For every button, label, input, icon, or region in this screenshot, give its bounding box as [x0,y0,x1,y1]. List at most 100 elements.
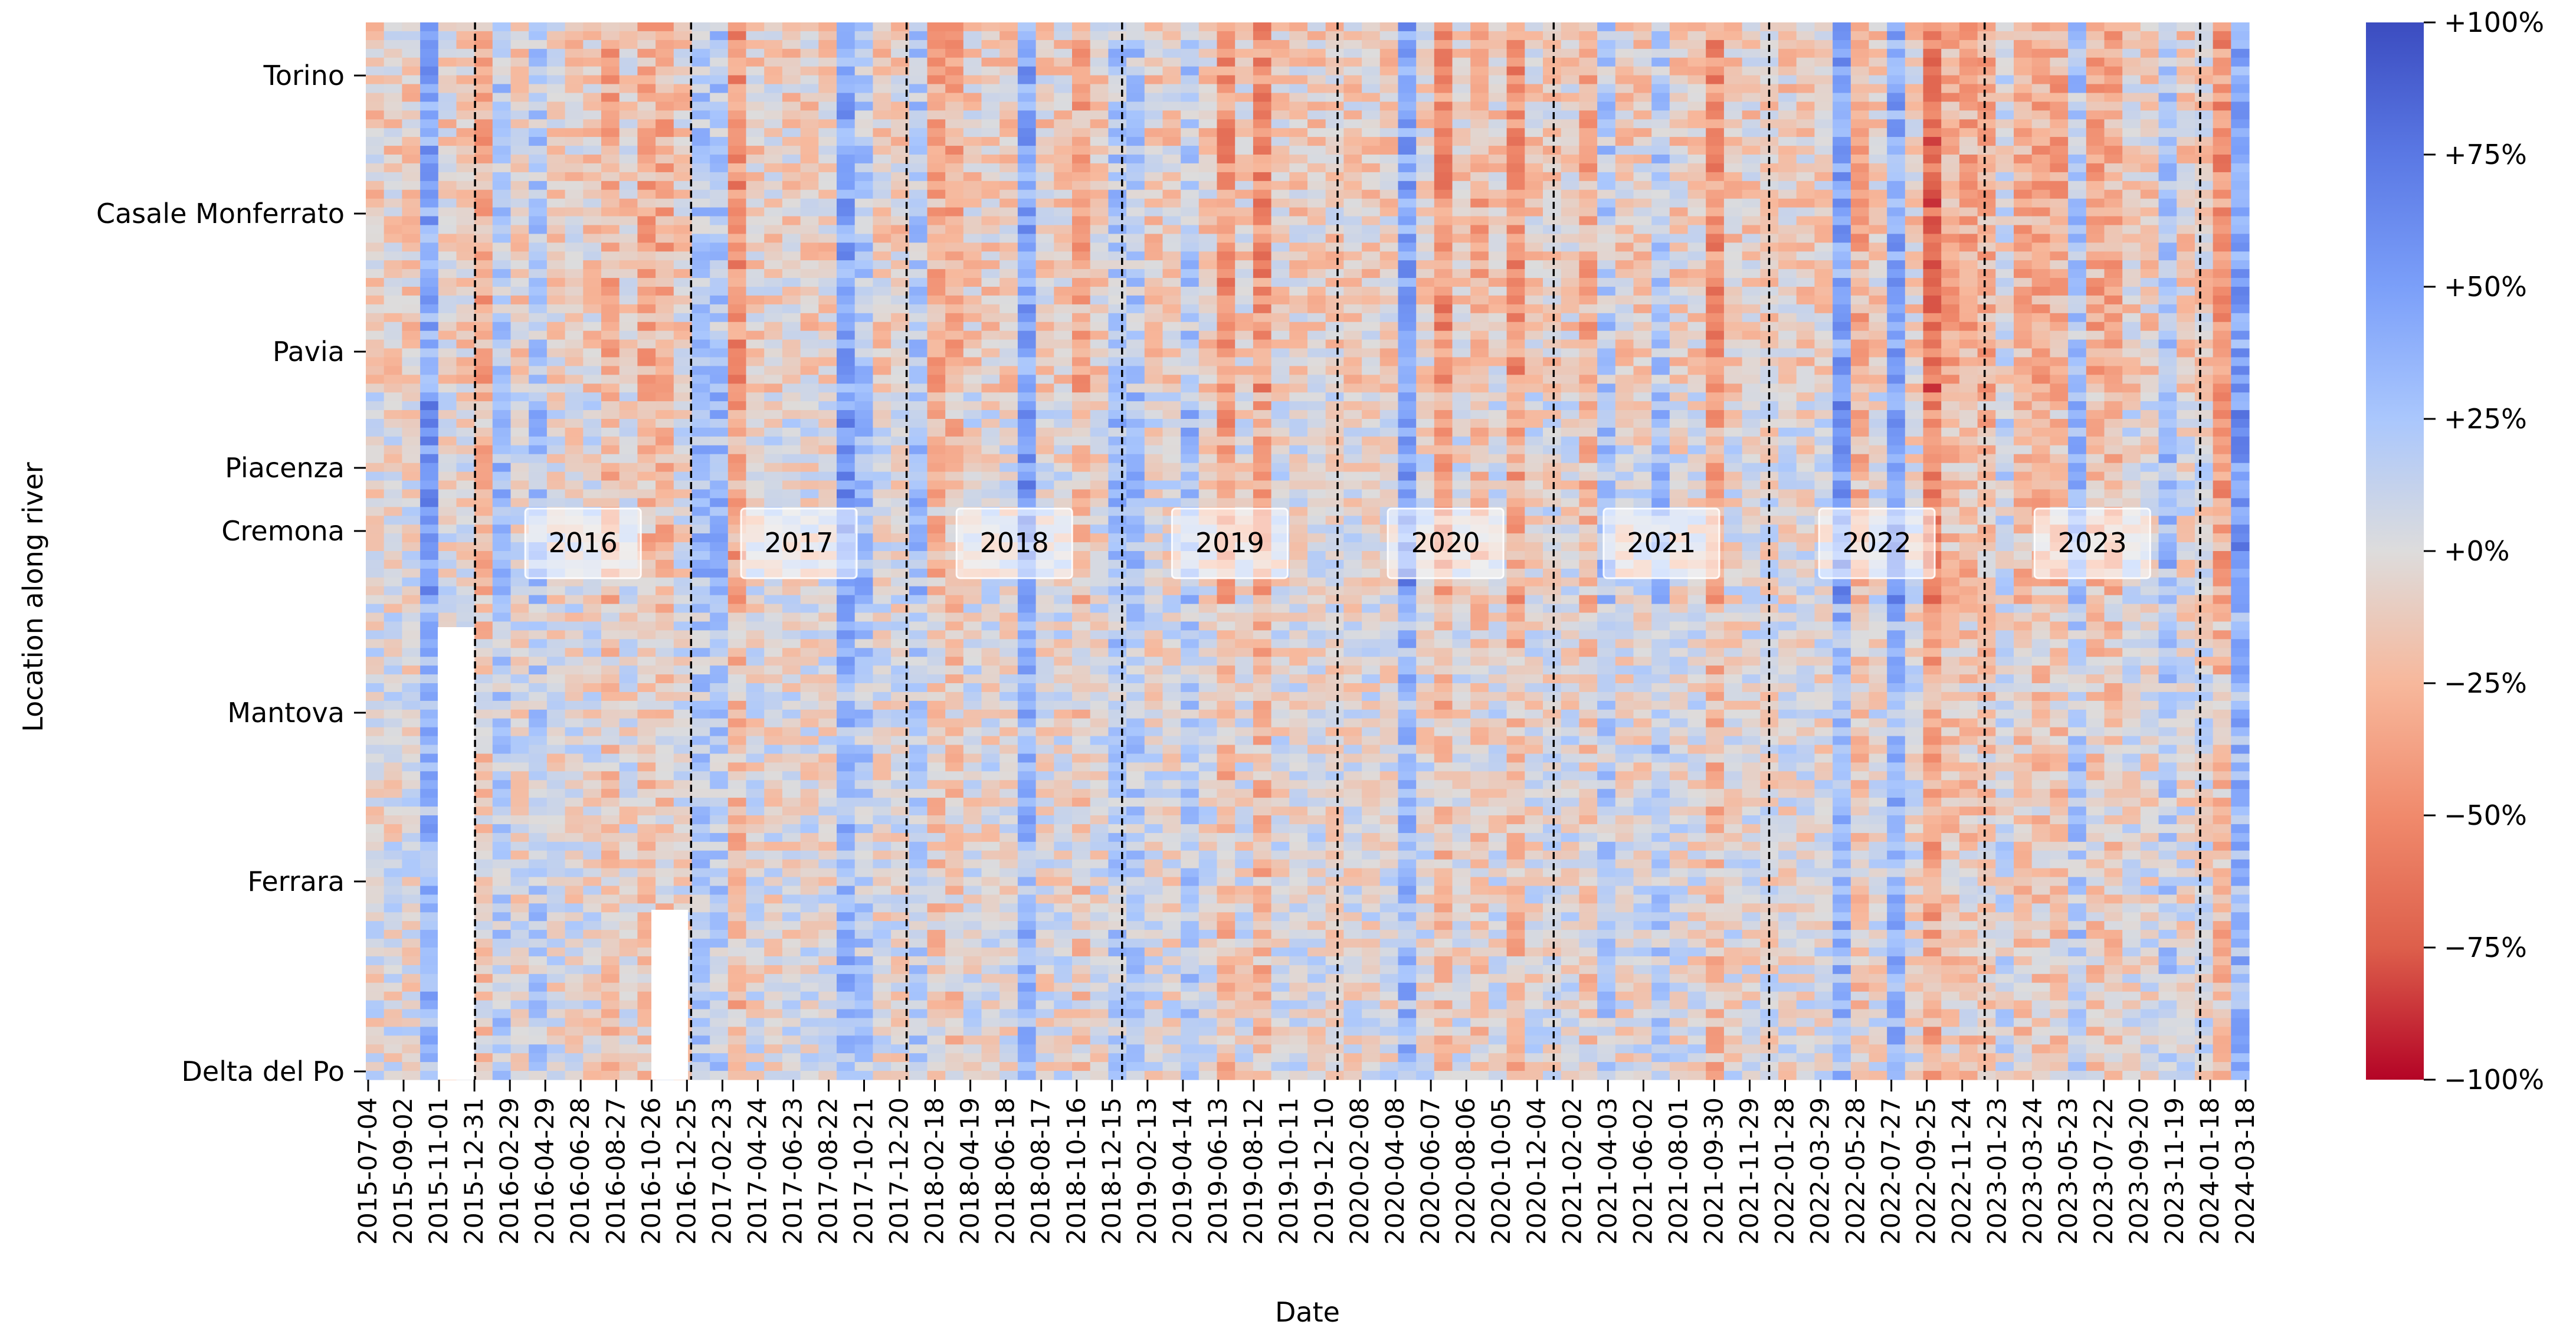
heatmap-cell [420,622,438,631]
heatmap-cell [710,1009,728,1019]
heatmap-cell [474,666,493,675]
heatmap-cell [438,437,457,446]
heatmap-cell [963,296,982,305]
heatmap-cell [963,31,982,41]
heatmap-cell [529,595,547,604]
heatmap-cell [565,454,584,464]
heatmap-cell [637,242,656,252]
heatmap-cell [637,383,656,393]
heatmap-cell [474,472,493,481]
heatmap-cell [1072,322,1090,332]
heatmap-cell [999,128,1018,137]
heatmap-cell [565,912,584,922]
heatmap-cell [1090,383,1109,393]
heatmap-cell [945,242,963,252]
heatmap-cell [583,992,601,1001]
heatmap-cell [873,445,891,455]
heatmap-cell [873,366,891,375]
heatmap-cell [999,76,1018,85]
heatmap-cell [855,101,873,111]
heatmap-cell [420,163,438,173]
heatmap-cell [384,463,402,473]
heatmap-cell [746,322,765,332]
heatmap-cell [728,340,746,349]
heatmap-cell [601,251,620,261]
heatmap-cell [438,401,457,411]
heatmap-cell [637,40,656,50]
heatmap-cell [1072,930,1090,939]
heatmap-cell [945,974,963,984]
heatmap-cell [873,304,891,314]
heatmap-cell [710,630,728,640]
heatmap-cell [764,762,782,772]
heatmap-cell [710,586,728,596]
heatmap-cell [982,965,1000,975]
heatmap-cell [999,208,1018,217]
heatmap-cell [1054,921,1072,930]
heatmap-cell [801,719,819,728]
heatmap-cell [801,76,819,85]
heatmap-cell [493,842,511,851]
heatmap-cell [656,410,674,419]
heatmap-cell [999,1053,1018,1063]
heatmap-cell [999,67,1018,76]
heatmap-cell [565,1018,584,1028]
heatmap-cell [1072,586,1090,596]
heatmap-cell [855,155,873,164]
heatmap-cell [1018,1044,1036,1054]
heatmap-cell [384,128,402,137]
heatmap-cell [384,454,402,464]
heatmap-cell [565,322,584,332]
heatmap-cell [928,974,946,984]
heatmap-cell [728,1009,746,1019]
heatmap-cell [402,815,420,825]
heatmap-cell [1072,498,1090,507]
heatmap-cell [1036,242,1054,252]
heatmap-cell [438,190,457,199]
heatmap-cell [656,578,674,587]
heatmap-cell [728,771,746,781]
heatmap-cell [1108,172,1126,182]
heatmap-cell [1054,498,1072,507]
heatmap-cell [674,49,692,58]
heatmap-cell [637,304,656,314]
heatmap-cell [1018,217,1036,226]
heatmap-cell [873,1035,891,1045]
heatmap-cell [402,84,420,94]
heatmap-cell [474,278,493,287]
heatmap-cell [963,930,982,939]
heatmap-cell [945,463,963,473]
heatmap-cell [1054,833,1072,843]
heatmap-cell [420,93,438,103]
heatmap-cell [746,868,765,878]
heatmap-cell [710,172,728,182]
heatmap-cell [366,683,384,693]
heatmap-cell [420,199,438,208]
heatmap-cell [945,454,963,464]
heatmap-cell [855,463,873,473]
heatmap-cell [818,754,837,763]
heatmap-cell [438,358,457,367]
heatmap-cell [529,358,547,367]
heatmap-cell [529,762,547,772]
heatmap-cell [637,49,656,58]
heatmap-cell [873,383,891,393]
heatmap-cell [565,948,584,957]
heatmap-cell [982,1009,1000,1019]
heatmap-cell [1018,163,1036,173]
heatmap-cell [547,956,565,966]
heatmap-cell [928,921,946,930]
heatmap-cell [402,110,420,120]
heatmap-cell [529,886,547,896]
heatmap-cell [583,948,601,957]
heatmap-cell [837,921,855,930]
heatmap-cell [674,119,692,129]
heatmap-cell [674,225,692,235]
heatmap-cell [963,886,982,896]
heatmap-cell [529,349,547,358]
heatmap-cell [855,762,873,772]
heatmap-cell [855,833,873,843]
heatmap-cell [909,992,928,1001]
heatmap-cell [945,251,963,261]
heatmap-cell [1018,851,1036,860]
